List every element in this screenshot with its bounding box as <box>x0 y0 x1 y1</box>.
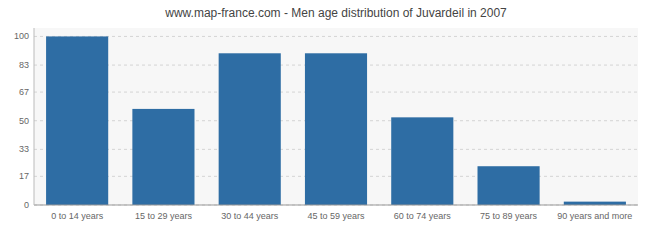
x-axis-line <box>34 205 638 206</box>
bar <box>478 166 540 205</box>
bar <box>305 53 367 205</box>
x-tick-label: 0 to 14 years <box>51 211 104 221</box>
y-tick-label: 67 <box>19 87 29 97</box>
x-tick-label: 30 to 44 years <box>221 211 279 221</box>
chart: 0 17 33 50 67 83 100 0 to 14 years 15 to 29 year… <box>0 0 650 229</box>
y-tick-label: 83 <box>19 60 29 70</box>
bar <box>564 202 626 205</box>
x-tick-label: 45 to 59 years <box>307 211 365 221</box>
y-tick-label: 17 <box>19 171 29 181</box>
grid-line <box>34 205 638 206</box>
bar <box>391 117 453 205</box>
plot-area <box>34 28 638 205</box>
bar <box>46 36 108 205</box>
grid-line <box>34 36 638 37</box>
y-tick-label: 100 <box>14 31 29 41</box>
y-tick-label: 50 <box>19 116 29 126</box>
x-tick-label: 15 to 29 years <box>135 211 193 221</box>
y-tick-label: 0 <box>24 200 29 210</box>
page: {"chart_data": {"type": "bar", "title": … <box>0 0 650 229</box>
x-tick-label: 90 years and more <box>557 211 632 221</box>
x-tick-label: 75 to 89 years <box>480 211 538 221</box>
bar <box>219 53 281 205</box>
title: www.map-france.com - Men age distributio… <box>164 6 507 20</box>
y-tick-label: 33 <box>19 144 29 154</box>
bar <box>132 109 194 205</box>
bars <box>46 36 626 205</box>
x-tick-label: 60 to 74 years <box>394 211 452 221</box>
grid <box>34 36 638 205</box>
y-axis-line <box>34 28 35 205</box>
